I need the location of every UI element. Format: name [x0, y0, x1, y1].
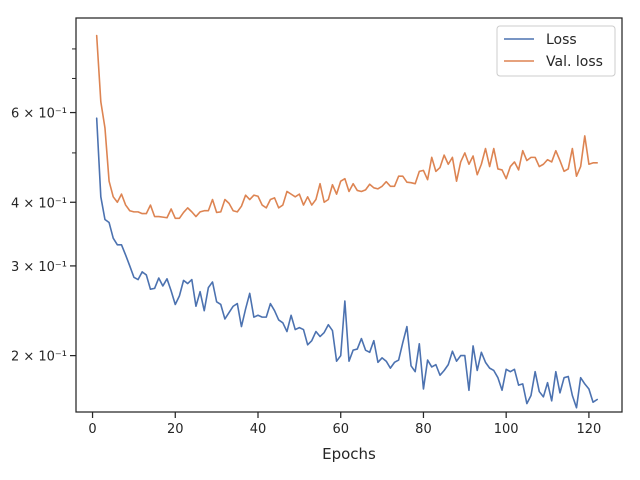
legend-label-loss: Loss	[546, 32, 577, 48]
series-layer	[95, 34, 598, 409]
y-tick-label: 6 × 10⁻¹	[11, 107, 67, 122]
series-line-loss	[95, 117, 598, 409]
x-axis-ticks: 0 20 40 60 80 100 120	[88, 412, 601, 437]
plot-area	[76, 18, 622, 412]
legend: Loss Val. loss	[496, 25, 616, 77]
y-tick-label: 2 × 10⁻¹	[11, 350, 67, 365]
x-tick-label: 100	[494, 422, 519, 437]
y-tick-label: 4 × 10⁻¹	[11, 196, 67, 211]
y-axis-ticks: 2 × 10⁻¹ 3 × 10⁻¹ 4 × 10⁻¹ 6 × 10⁻¹	[11, 48, 76, 365]
x-tick-label: 40	[250, 422, 267, 437]
x-tick-label: 120	[576, 422, 601, 437]
x-tick-label: 0	[88, 422, 96, 437]
x-tick-label: 20	[167, 422, 184, 437]
x-axis-label: Epochs	[322, 445, 376, 463]
x-tick-label: 80	[415, 422, 432, 437]
plot-frame	[75, 17, 623, 413]
series-line-val-loss	[95, 34, 598, 220]
legend-label-val-loss: Val. loss	[546, 54, 603, 70]
y-tick-label: 3 × 10⁻¹	[11, 260, 67, 275]
x-tick-label: 60	[332, 422, 349, 437]
